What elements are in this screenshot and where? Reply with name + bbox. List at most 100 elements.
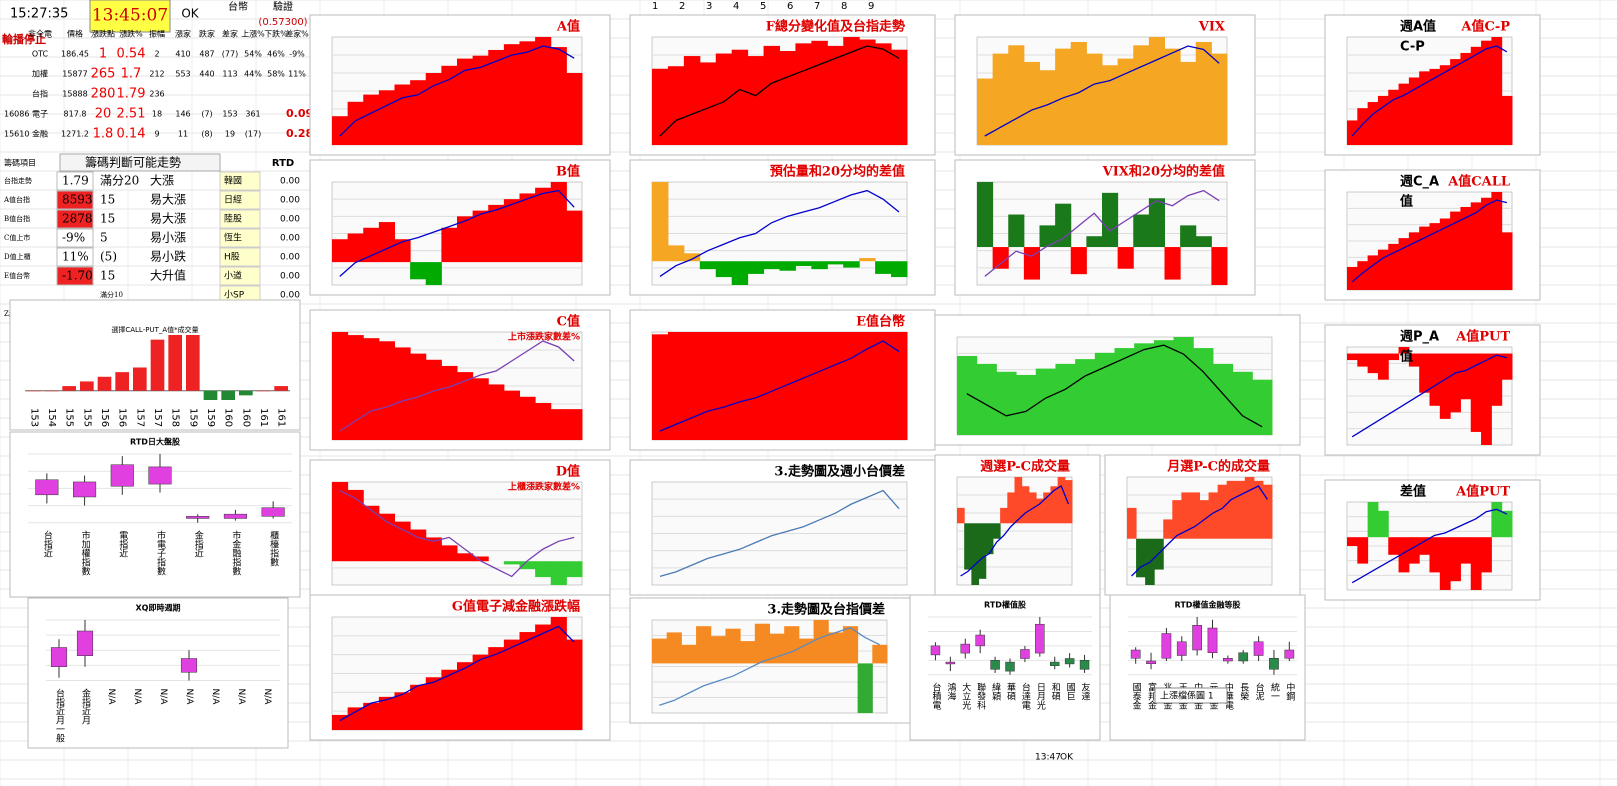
line-series — [659, 45, 900, 137]
judge-cell: C值上市 — [4, 233, 30, 242]
area-bar — [1398, 238, 1410, 290]
area-bar — [410, 684, 427, 730]
area-bar — [1094, 352, 1115, 435]
candle-body — [76, 630, 94, 656]
area-bar — [332, 482, 349, 562]
area-bar — [1133, 214, 1150, 248]
area-bar — [811, 40, 828, 145]
area-bar — [811, 332, 828, 440]
rtd-value: 0.00 — [280, 291, 300, 301]
area-bar — [519, 632, 536, 730]
area-bar — [1173, 337, 1194, 435]
area-bar — [996, 371, 1017, 435]
area-bar — [875, 332, 892, 440]
tab[interactable]: 7 — [814, 1, 820, 12]
area-bar — [1008, 214, 1025, 248]
area-bar — [394, 239, 411, 263]
judge-value-box — [56, 266, 94, 286]
judge-cell: 易大漲 — [150, 212, 186, 226]
table-cell: OTC — [32, 50, 49, 59]
candle-body — [50, 647, 68, 667]
bar-category: 161 — [258, 408, 269, 427]
table-cell: 58% — [267, 70, 285, 79]
table-cell: 44% — [244, 70, 262, 79]
area-bar — [1408, 77, 1420, 145]
area-bar — [1036, 498, 1044, 524]
area-bar — [1388, 537, 1400, 555]
area-bar — [550, 617, 567, 730]
area-bar — [891, 332, 908, 440]
area-bar — [1429, 537, 1441, 573]
candle-label: 長榮 — [1238, 683, 1249, 702]
rtd-name: 小SP — [224, 290, 245, 301]
table-cell: 46% — [267, 50, 285, 59]
area-bar — [1450, 59, 1461, 145]
area-bar — [667, 332, 685, 440]
area-bar — [976, 363, 997, 435]
table-cell: 0.54 — [117, 47, 146, 62]
tab[interactable]: 2 — [679, 1, 685, 12]
area-bar — [891, 261, 908, 278]
line-series — [1351, 354, 1507, 438]
panel-title: A值PUT — [1455, 484, 1510, 500]
area-bar — [699, 332, 717, 440]
area-bar — [1055, 363, 1076, 435]
area-bar — [699, 261, 717, 270]
area-bar — [503, 561, 520, 565]
candle-label: 台泥 — [1254, 682, 1265, 702]
table-cell: 212 — [149, 70, 164, 79]
verify: 驗證 — [273, 0, 293, 13]
candle-title: RTD權值股 — [984, 600, 1026, 610]
table-cell: 2.51 — [117, 107, 146, 122]
area-bar — [347, 489, 364, 562]
candle-body — [1192, 625, 1202, 651]
table-cell: 15888 — [62, 90, 87, 99]
candle-body — [1079, 660, 1090, 670]
judge-cell: 滿分10 — [100, 290, 123, 299]
area-bar — [1491, 502, 1503, 538]
area-bar — [843, 332, 860, 440]
table-cell: 上漲% — [241, 30, 265, 39]
area-bar — [667, 245, 685, 262]
area-bar — [332, 116, 349, 145]
tab[interactable]: 9 — [868, 1, 874, 12]
area-bar — [842, 626, 859, 664]
area-bar — [347, 101, 364, 145]
tab[interactable]: 3 — [706, 1, 712, 12]
panel-subtitle: 值 — [1400, 349, 1413, 365]
area-bar — [875, 261, 892, 274]
tab[interactable]: 8 — [841, 1, 847, 12]
area-bar — [1388, 89, 1400, 145]
candle-body — [960, 643, 970, 654]
panel-subtitle: 週A值 — [1400, 19, 1436, 35]
line-series — [1351, 199, 1507, 283]
judge-header: 籌碼項目 — [4, 158, 36, 168]
tab[interactable]: 4 — [733, 1, 739, 12]
area-bar — [1377, 510, 1389, 538]
area-bar — [763, 332, 780, 440]
table-cell: (7) — [201, 110, 212, 119]
area-bar — [1347, 537, 1358, 546]
area-bar — [1212, 363, 1234, 435]
tab[interactable]: 5 — [760, 1, 766, 12]
bar — [274, 386, 288, 391]
area-bar — [519, 561, 536, 570]
line-series — [659, 340, 900, 432]
candle-body — [975, 634, 985, 647]
bar-category: 157 — [152, 408, 163, 427]
tab[interactable]: 1 — [652, 1, 658, 12]
rtd-name: H股 — [224, 252, 240, 263]
candle-title: RTD日大盤股 — [130, 437, 180, 447]
judge-cell: 5 — [100, 231, 108, 245]
tab[interactable]: 6 — [787, 1, 793, 12]
candle-label: 鴻海 — [945, 682, 956, 702]
area-bar — [813, 620, 829, 664]
rtd-header: RTD — [272, 158, 294, 169]
candle-body — [1146, 660, 1156, 664]
area-bar — [859, 258, 876, 262]
judge-value-box — [56, 228, 94, 248]
judge-value-box — [56, 171, 94, 191]
area-bar — [1172, 500, 1182, 539]
area-bar — [1244, 477, 1255, 539]
area-bar — [1429, 223, 1441, 290]
